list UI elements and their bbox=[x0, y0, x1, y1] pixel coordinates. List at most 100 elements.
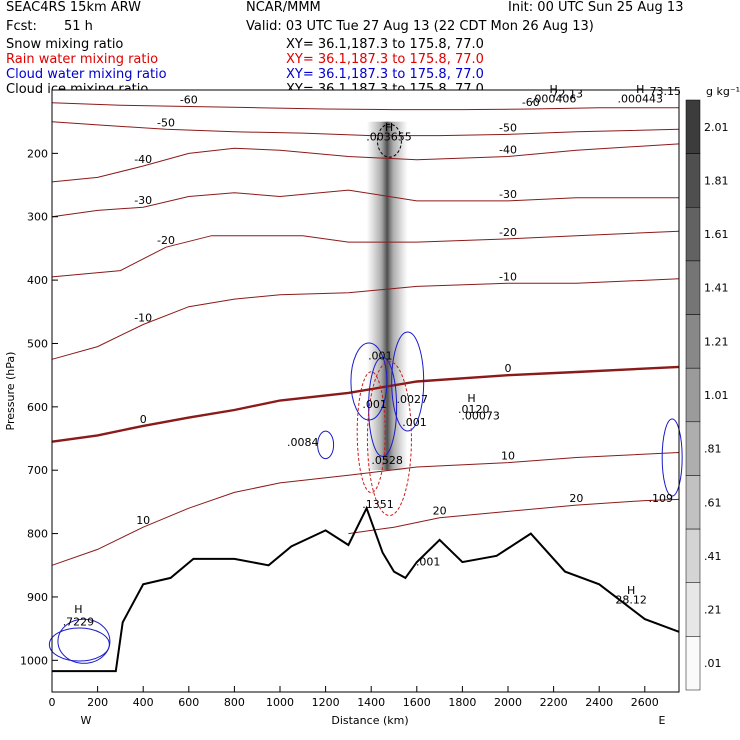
colorbar-unit: g kg⁻¹ bbox=[706, 85, 740, 98]
colorbar-swatch-0 bbox=[685, 99, 701, 154]
colorbar-swatch-10 bbox=[685, 636, 701, 691]
colorbar-label-2: 1.61 bbox=[704, 228, 729, 241]
annotation-17: H bbox=[467, 392, 475, 405]
x-tick-label-9: 1800 bbox=[448, 696, 476, 709]
field-xy-rain: XY= 36.1,187.3 to 175.8, 77.0 bbox=[286, 52, 484, 67]
x-tick-label-5: 1000 bbox=[266, 696, 294, 709]
y-axis: 200 300 400 500 600 700 800 900 1000 bbox=[20, 147, 58, 667]
annotation-9: .7229 bbox=[63, 615, 95, 628]
temp-contour-label-7-0: 10 bbox=[136, 514, 150, 527]
y-tick-label-1: 300 bbox=[27, 211, 48, 224]
mixing-ratio-contour-7 bbox=[317, 430, 335, 460]
temp-contour-5 bbox=[51, 278, 680, 360]
temp-contour-2 bbox=[51, 143, 680, 183]
temp-contour-label-3-0: -30 bbox=[134, 194, 152, 207]
temp-contour-3 bbox=[51, 189, 679, 218]
mixing-ratio-contour-4 bbox=[356, 371, 386, 494]
annotation-10: .0084 bbox=[287, 436, 319, 449]
temp-contour-7 bbox=[51, 452, 680, 566]
colorbar-swatch-8 bbox=[685, 528, 701, 583]
mixing-ratio-contour-6 bbox=[48, 627, 110, 662]
annotation-19: .00073 bbox=[461, 410, 500, 423]
terrain-line bbox=[52, 505, 680, 673]
annotation-5: .000443 bbox=[617, 93, 663, 106]
mixing-ratio-contour-2 bbox=[391, 331, 425, 432]
temp-contour-label-1-1: -50 bbox=[499, 121, 517, 134]
x-axis-label: Distance (km) bbox=[331, 714, 408, 727]
x-tick-label-4: 800 bbox=[224, 696, 245, 709]
colorbar-swatch-6 bbox=[685, 421, 701, 476]
x-tick-label-6: 1200 bbox=[312, 696, 340, 709]
colorbar-label-0: 2.01 bbox=[704, 121, 729, 134]
annotation-22: 28.12 bbox=[615, 593, 647, 606]
snow-shading bbox=[366, 121, 408, 471]
x-axis: 0 200 400 600 800 1000 1200 1400 1600 1800 2000 220… bbox=[49, 686, 659, 709]
temp-contour-label-8-1: 20 bbox=[569, 492, 583, 505]
colorbar-swatch-2 bbox=[685, 207, 701, 262]
x-tick-label-7: 1400 bbox=[357, 696, 385, 709]
x-tick-label-10: 2000 bbox=[494, 696, 522, 709]
model-title: SEAC4RS 15km ARW bbox=[6, 0, 142, 15]
y-tick-label-7: 900 bbox=[27, 591, 48, 604]
y-tick-label-4: 600 bbox=[27, 401, 48, 414]
annotation-1: .003655 bbox=[366, 131, 412, 144]
colorbar-label-1: 1.81 bbox=[704, 174, 729, 187]
x-end-label-west: W bbox=[81, 714, 92, 727]
annotation-18: .0120 bbox=[458, 403, 490, 416]
annotation-6: 72.13 bbox=[552, 88, 584, 101]
temp-contour-label-7-1: 10 bbox=[501, 450, 515, 463]
cloud-water-contours bbox=[48, 123, 683, 664]
temp-contour-8 bbox=[348, 498, 680, 535]
temp-contour-label-0-0: -60 bbox=[180, 93, 198, 106]
annotation-3: .000406 bbox=[531, 93, 577, 106]
mixing-ratio-contour-3 bbox=[366, 361, 412, 517]
init-time: Init: 00 UTC Sun 25 Aug 13 bbox=[508, 0, 684, 15]
y-axis-label: Pressure (hPa) bbox=[4, 352, 17, 431]
colorbar-swatch-4 bbox=[685, 314, 701, 369]
y-tick-label-3: 500 bbox=[27, 337, 48, 350]
annotation-7: 73.15 bbox=[650, 85, 682, 98]
x-tick-label-12: 2400 bbox=[585, 696, 613, 709]
snow-column bbox=[366, 121, 408, 471]
temperature-contours: -60 -60 -50 -50 -40 -40 -30 -30 -20 -20 -10 -10 0 0 10… bbox=[51, 93, 680, 566]
colorbar-label-10: .01 bbox=[704, 657, 722, 670]
x-tick-label-3: 600 bbox=[178, 696, 199, 709]
temp-contour-label-5-0: -10 bbox=[134, 311, 152, 324]
x-tick-label-1: 200 bbox=[87, 696, 108, 709]
y-tick-label-2: 400 bbox=[27, 274, 48, 287]
fcst-label: Fcst: bbox=[6, 19, 37, 34]
temp-contour-4 bbox=[51, 230, 680, 278]
field-label-cloud-water: Cloud water mixing ratio bbox=[6, 67, 167, 82]
colorbar: 2.01 1.81 1.61 1.41 1.21 1.01 .81 .61 .41 .21 .01 bbox=[685, 99, 729, 691]
colorbar-swatch-1 bbox=[685, 153, 701, 208]
mixing-ratio-contour-9 bbox=[376, 123, 402, 158]
x-tick-label-0: 0 bbox=[49, 696, 56, 709]
field-label-rain: Rain water mixing ratio bbox=[6, 52, 159, 67]
temp-contour-label-2-0: -40 bbox=[134, 153, 152, 166]
colorbar-label-6: .81 bbox=[704, 443, 722, 456]
colorbar-label-9: .21 bbox=[704, 604, 722, 617]
annotation-12: .001 bbox=[362, 398, 387, 411]
field-xy-cloud-water: XY= 36.1,187.3 to 175.8, 77.0 bbox=[286, 67, 484, 82]
colorbar-swatch-3 bbox=[685, 260, 701, 315]
center-name: NCAR/MMM bbox=[246, 0, 321, 15]
x-tick-label-13: 2600 bbox=[631, 696, 659, 709]
temp-contour-label-8-0: 20 bbox=[433, 505, 447, 518]
annotation-16: .1351 bbox=[362, 498, 394, 511]
temp-contour-label-6-0: 0 bbox=[140, 413, 147, 426]
plot-frame bbox=[51, 89, 680, 693]
colorbar-label-5: 1.01 bbox=[704, 389, 729, 402]
annotation-15: .0528 bbox=[371, 454, 403, 467]
colorbar-label-7: .61 bbox=[704, 496, 722, 509]
annotation-13: .0027 bbox=[396, 393, 428, 406]
x-tick-label-8: 1600 bbox=[403, 696, 431, 709]
x-tick-label-11: 2200 bbox=[540, 696, 568, 709]
annotation-21: H bbox=[627, 584, 635, 597]
valid-time: Valid: 03 UTC Tue 27 Aug 13 (22 CDT Mon … bbox=[246, 19, 594, 34]
x-tick-label-2: 400 bbox=[133, 696, 154, 709]
temp-contour-label-6-1: 0 bbox=[505, 362, 512, 375]
colorbar-label-8: .41 bbox=[704, 550, 722, 563]
mixing-ratio-contour-1 bbox=[368, 356, 398, 457]
